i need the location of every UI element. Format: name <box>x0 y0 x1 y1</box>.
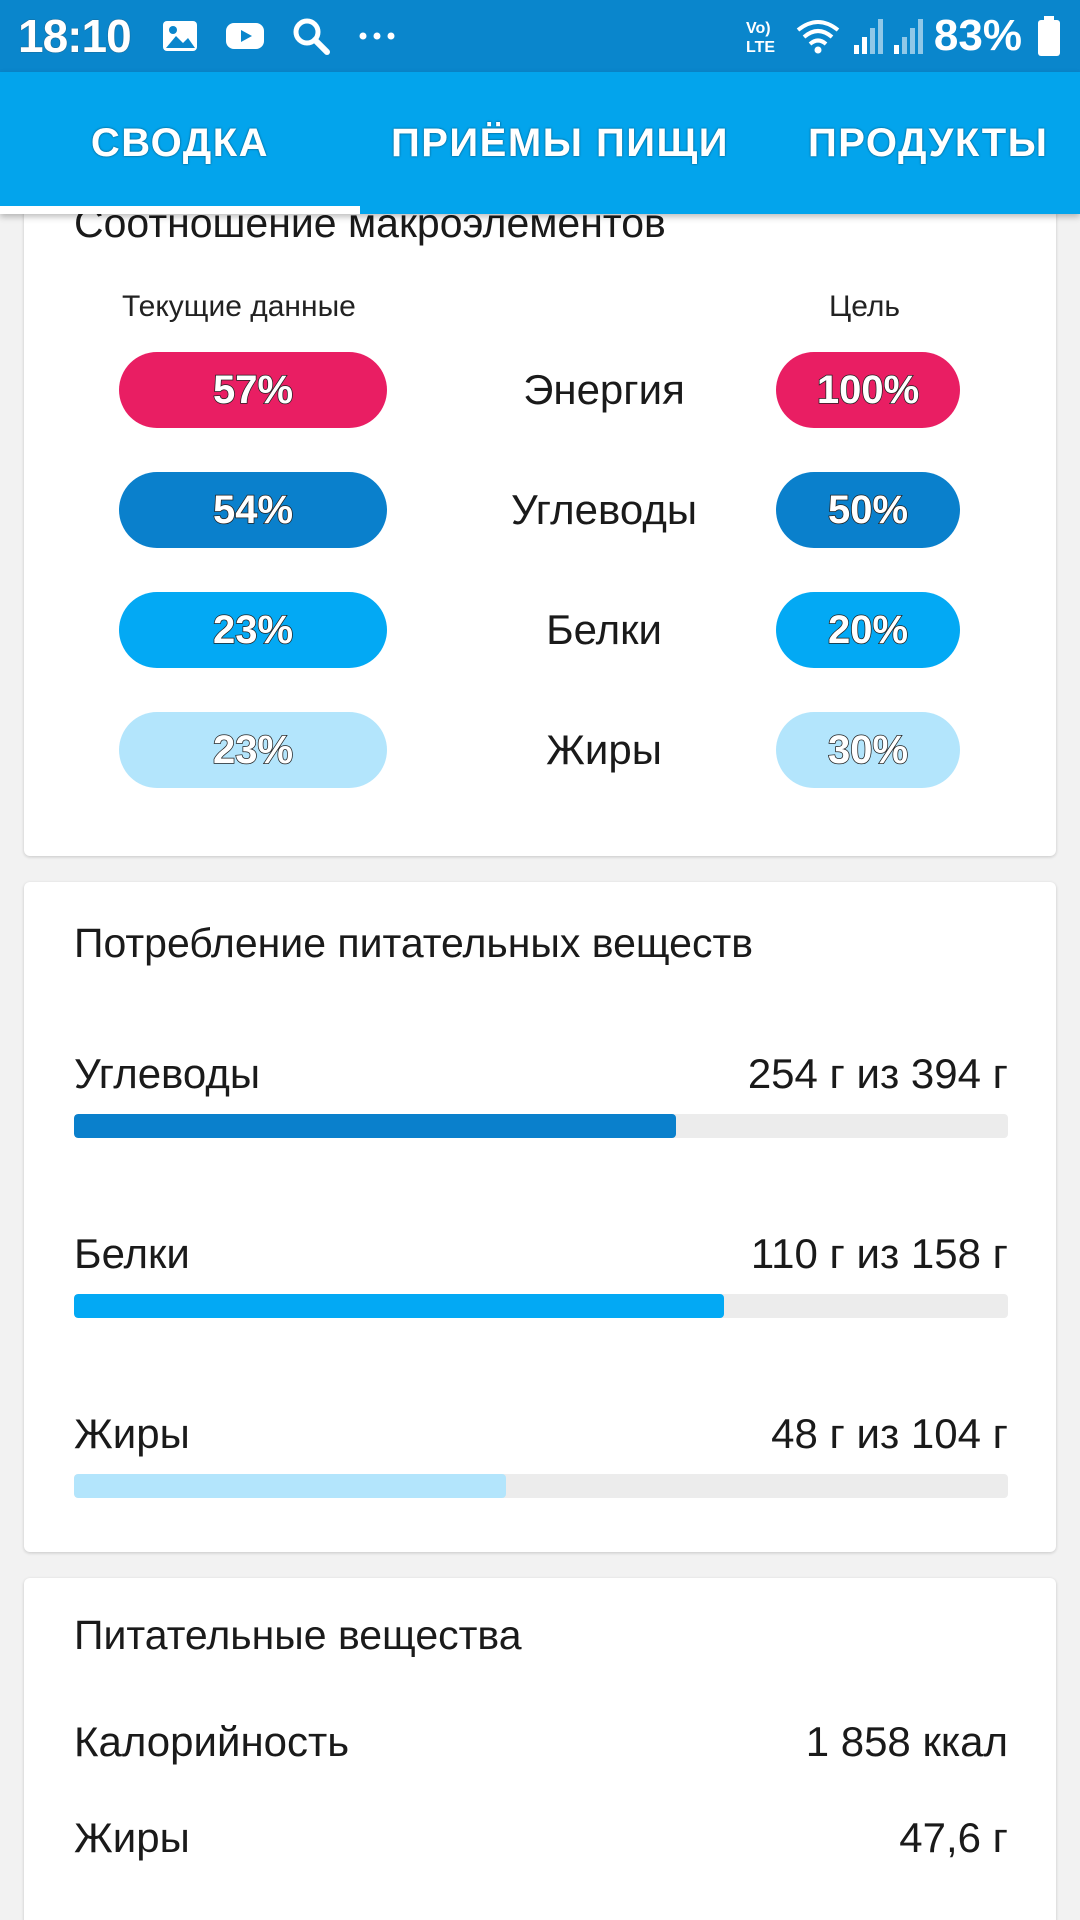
goal-header: Цель <box>829 290 901 323</box>
nutrients-card: Питательные вещества Калорийность 1 858 … <box>24 1578 1056 1920</box>
macro-row-fat: 23% Жиры 30% <box>24 712 1056 788</box>
current-data-header: Текущие данные <box>122 290 356 323</box>
progress-track <box>74 1114 1008 1138</box>
current-pill: 23% <box>119 592 387 668</box>
tab-products[interactable]: ПРОДУКТЫ <box>808 120 1049 165</box>
intake-value: 110 г из 158 г <box>750 1230 1008 1277</box>
tab-meals[interactable]: ПРИЁМЫ ПИЩИ <box>390 120 730 165</box>
macro-row-protein: 23% Белки 20% <box>24 592 1056 668</box>
progress-fill <box>74 1114 677 1138</box>
nutrient-name: Жиры <box>74 1814 190 1861</box>
macro-label: Жиры <box>546 726 662 773</box>
youtube-icon <box>225 21 265 51</box>
nutrient-name: Калорийность <box>74 1718 350 1765</box>
svg-text:Vo): Vo) <box>746 20 771 37</box>
goal-pill: 20% <box>776 592 960 668</box>
status-bar: 18:10 Vo) LTE 83% <box>0 0 1080 72</box>
macro-label: Энергия <box>523 366 685 413</box>
nutrient-intake-card: Потребление питательных веществ Углеводы… <box>24 882 1056 1552</box>
nutrient-row-calories: Калорийность 1 858 ккал <box>74 1718 1008 1778</box>
tab-summary[interactable]: СВОДКА <box>90 120 270 165</box>
signal-icon <box>892 17 924 55</box>
goal-pill: 30% <box>776 712 960 788</box>
intake-value: 254 г из 394 г <box>747 1050 1008 1097</box>
more-dots-icon <box>357 30 397 42</box>
progress-fill <box>74 1294 725 1318</box>
nutrients-title: Питательные вещества <box>74 1612 522 1658</box>
battery-percent: 83% <box>933 11 1022 60</box>
progress-track <box>74 1474 1008 1498</box>
current-pill: 23% <box>119 712 387 788</box>
intake-name: Белки <box>74 1230 190 1277</box>
tab-indicator <box>0 206 360 214</box>
goal-pill: 100% <box>776 352 960 428</box>
status-time: 18:10 <box>18 10 132 62</box>
nutrient-value: 47,6 г <box>899 1814 1008 1861</box>
wifi-icon <box>794 16 842 56</box>
macro-row-energy: 57% Энергия 100% <box>24 352 1056 428</box>
svg-text:LTE: LTE <box>746 39 775 56</box>
volte-icon: Vo) LTE <box>744 16 780 56</box>
intake-name: Углеводы <box>74 1050 261 1097</box>
goal-pill: 50% <box>776 472 960 548</box>
nutrient-row-fat: Жиры 47,6 г <box>74 1814 1008 1874</box>
progress-track <box>74 1294 1008 1318</box>
search-icon <box>291 16 331 56</box>
current-pill: 54% <box>119 472 387 548</box>
battery-icon <box>1036 15 1062 57</box>
nutrient-value: 1 858 ккал <box>805 1718 1008 1765</box>
image-icon <box>161 19 199 53</box>
progress-fill <box>74 1474 506 1498</box>
macro-ratio-card: Соотношение макроэлементов Текущие данны… <box>24 190 1056 856</box>
intake-name: Жиры <box>74 1410 190 1457</box>
tab-bar: СВОДКА ПРИЁМЫ ПИЩИ ПРОДУКТЫ <box>0 72 1080 214</box>
signal-icon <box>852 17 884 55</box>
macro-label: Белки <box>546 606 662 653</box>
macro-label: Углеводы <box>510 486 698 533</box>
current-pill: 57% <box>119 352 387 428</box>
nutrient-intake-title: Потребление питательных веществ <box>74 920 754 966</box>
intake-value: 48 г из 104 г <box>771 1410 1008 1457</box>
macro-row-carbs: 54% Углеводы 50% <box>24 472 1056 548</box>
